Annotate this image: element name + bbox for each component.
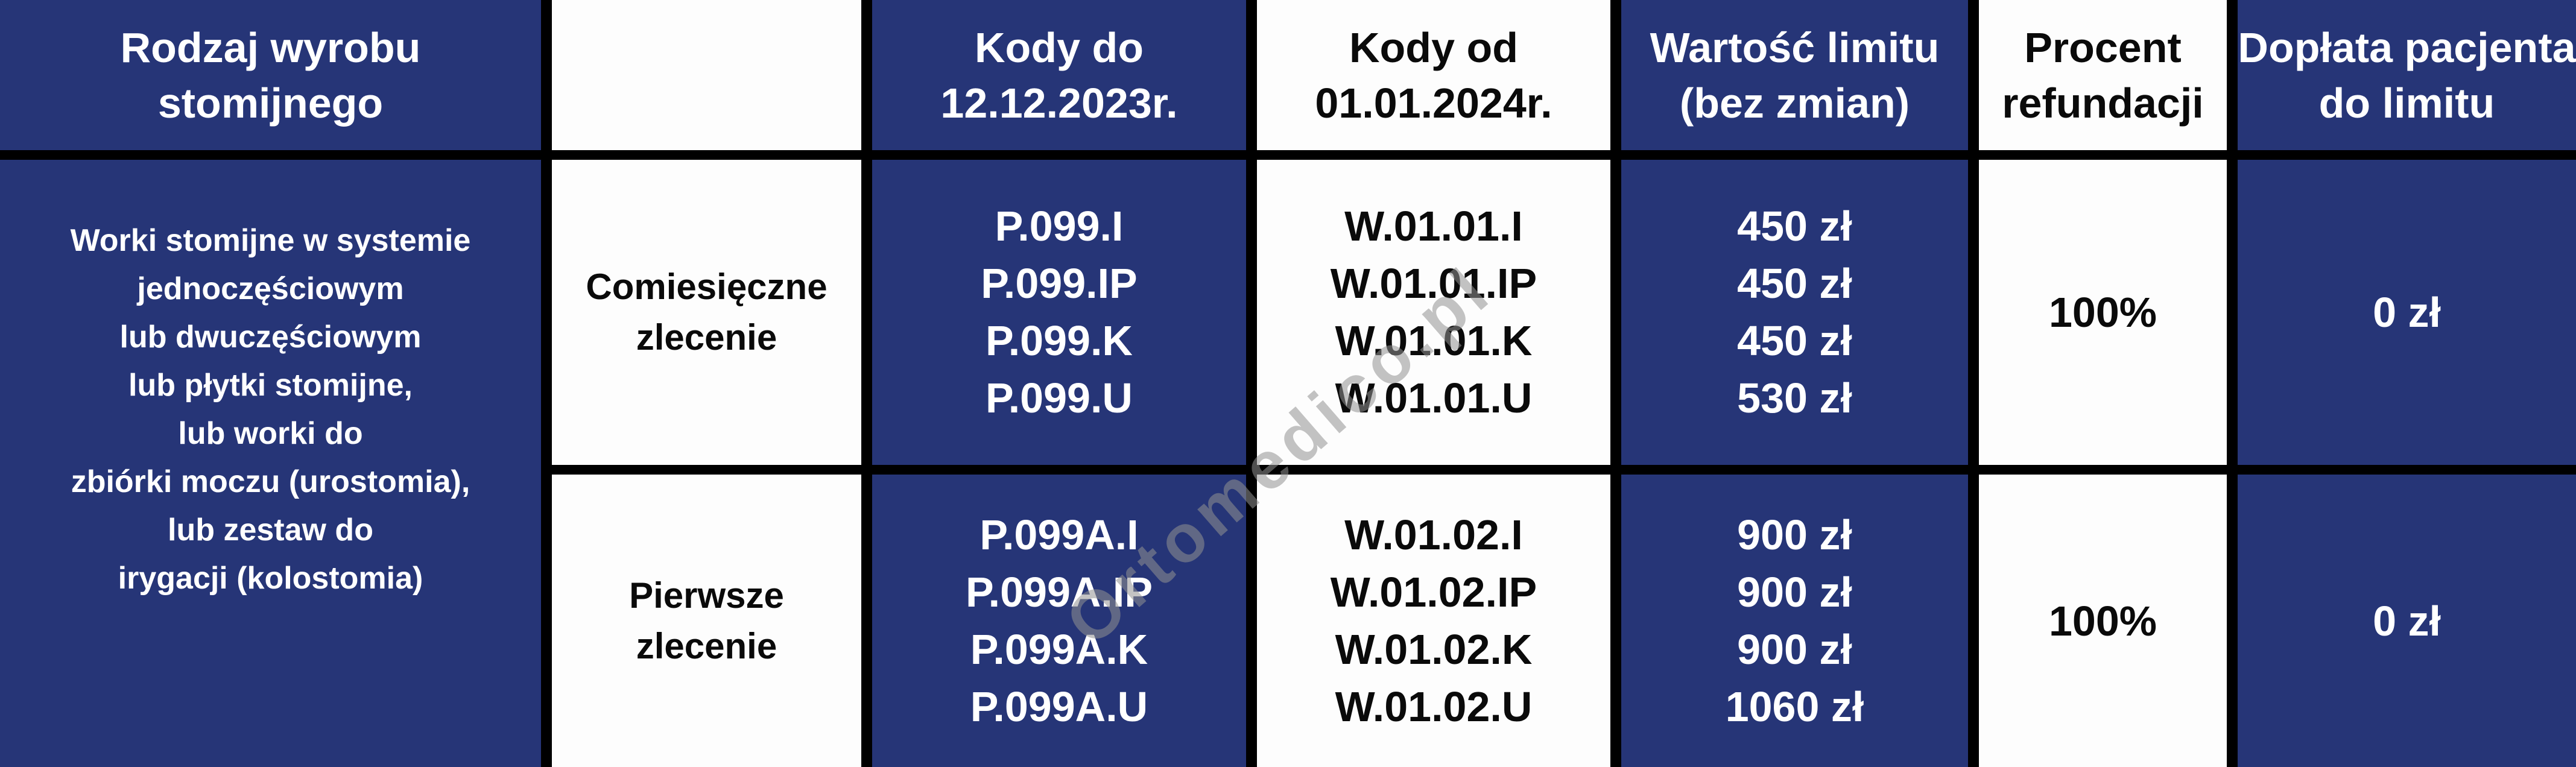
header-codes-old: Kody do 12.12.2023r. [872,0,1246,150]
cell-order-type-first: Pierwsze zlecenie [552,475,861,767]
product-type-text: Worki stomijne w systemie jednoczęściowy… [70,223,471,596]
cell-refund-percent-monthly: 100% [1979,160,2227,465]
header-limit-value: Wartość limitu (bez zmian) [1621,0,1968,150]
cell-limit-values-monthly: 450 zł 450 zł 450 zł 530 zł [1621,160,1968,465]
cell-codes-new-monthly: W.01.01.I W.01.01.IP W.01.01.K W.01.01.U [1257,160,1610,465]
cell-patient-copay-first: 0 zł [2238,475,2576,767]
cell-refund-percent-first: 100% [1979,475,2227,767]
cell-order-type-monthly: Comiesięczne zlecenie [552,160,861,465]
cell-codes-old-monthly: P.099.I P.099.IP P.099.K P.099.U [872,160,1246,465]
header-product-type: Rodzaj wyrobu stomijnego [0,0,541,150]
header-patient-copay: Dopłata pacjenta do limitu [2238,0,2576,150]
cell-codes-old-first: P.099A.I P.099A.IP P.099A.K P.099A.U [872,475,1246,767]
header-blank [552,0,861,150]
cell-patient-copay-monthly: 0 zł [2238,160,2576,465]
header-codes-new: Kody od 01.01.2024r. [1257,0,1610,150]
cell-limit-values-first: 900 zł 900 zł 900 zł 1060 zł [1621,475,1968,767]
cell-product-type: Worki stomijne w systemie jednoczęściowy… [0,160,541,767]
header-refund-percent: Procent refundacji [1979,0,2227,150]
cell-codes-new-first: W.01.02.I W.01.02.IP W.01.02.K W.01.02.U [1257,475,1610,767]
